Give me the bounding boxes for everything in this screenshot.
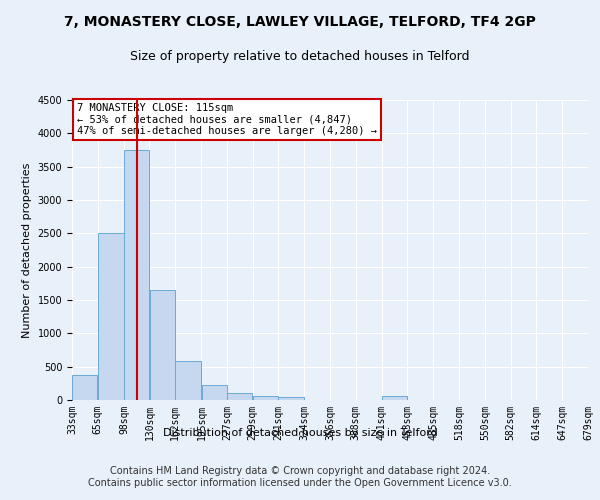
Text: 7, MONASTERY CLOSE, LAWLEY VILLAGE, TELFORD, TF4 2GP: 7, MONASTERY CLOSE, LAWLEY VILLAGE, TELF… [64, 15, 536, 29]
Bar [227, 392, 253, 400]
Text: Contains HM Land Registry data © Crown copyright and database right 2024.
Contai: Contains HM Land Registry data © Crown c… [88, 466, 512, 487]
Bar [149, 290, 175, 400]
Text: 7 MONASTERY CLOSE: 115sqm
← 53% of detached houses are smaller (4,847)
47% of se: 7 MONASTERY CLOSE: 115sqm ← 53% of detac… [77, 103, 377, 136]
Bar [253, 396, 278, 400]
Bar [72, 376, 97, 400]
Bar [124, 150, 149, 400]
Bar [98, 234, 124, 400]
Bar [202, 386, 227, 400]
Text: Distribution of detached houses by size in Telford: Distribution of detached houses by size … [163, 428, 437, 438]
Y-axis label: Number of detached properties: Number of detached properties [22, 162, 32, 338]
Bar [175, 362, 201, 400]
Bar [382, 396, 407, 400]
Bar [278, 398, 304, 400]
Text: Size of property relative to detached houses in Telford: Size of property relative to detached ho… [130, 50, 470, 63]
